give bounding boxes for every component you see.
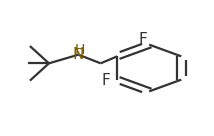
Text: H: H [74,43,85,57]
Text: N: N [73,47,84,61]
Text: F: F [138,32,147,47]
Text: F: F [101,73,110,89]
